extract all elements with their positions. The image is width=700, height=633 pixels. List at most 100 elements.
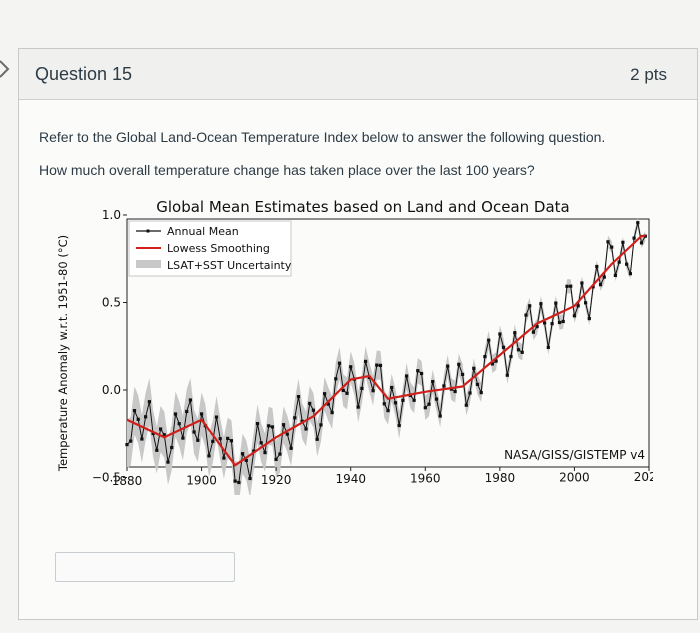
annual-mean-point [454, 390, 457, 393]
annual-mean-point [144, 415, 147, 418]
annual-mean-point [386, 409, 389, 412]
legend-label-lowess: Lowess Smoothing [167, 242, 270, 255]
annual-mean-point [524, 314, 527, 317]
x-tick-label: 1920 [261, 473, 292, 487]
annual-mean-point [323, 392, 326, 395]
legend-label-annual: Annual Mean [167, 225, 239, 238]
annual-mean-point [606, 240, 609, 243]
annual-mean-point [513, 331, 516, 334]
x-tick-label: 2020 [634, 470, 653, 484]
annual-mean-point [532, 331, 535, 334]
annual-mean-point [636, 221, 639, 224]
annual-mean-point [372, 389, 375, 392]
annual-mean-point [263, 451, 266, 454]
annual-mean-point [554, 302, 557, 305]
y-axis-label: Temperature Anomaly w.r.t. 1951-80 (°C) [56, 235, 70, 472]
annual-mean-point [357, 406, 360, 409]
annual-mean-point [603, 276, 606, 279]
annual-mean-point [640, 241, 643, 244]
annual-mean-point [181, 437, 184, 440]
annual-mean-point [439, 414, 442, 417]
x-tick-label: 1980 [485, 471, 516, 485]
annual-mean-point [633, 237, 636, 240]
annual-mean-point [230, 439, 233, 442]
annual-mean-point [595, 265, 598, 268]
y-tick-label: 1.0 [102, 208, 121, 222]
question-points: 2 pts [630, 65, 667, 85]
annual-mean-point [398, 424, 401, 427]
annual-mean-point [304, 427, 307, 430]
annual-mean-point [569, 285, 572, 288]
annual-mean-point [267, 424, 270, 427]
annual-mean-point [498, 332, 501, 335]
legend: Annual Mean Lowess Smoothing LSAT+SST Unce… [129, 221, 292, 276]
annual-mean-point [573, 314, 576, 317]
annual-mean-point [137, 418, 140, 421]
annual-mean-point [551, 322, 554, 325]
annual-mean-point [241, 452, 244, 455]
annual-mean-point [319, 423, 322, 426]
annual-mean-point [196, 439, 199, 442]
question-intro: Refer to the Global Land-Ocean Temperatu… [39, 129, 605, 145]
annual-mean-point [618, 261, 621, 264]
annual-mean-point [621, 241, 624, 244]
annual-mean-point [502, 346, 505, 349]
annual-mean-point [547, 346, 550, 349]
x-tick-label: 1940 [335, 472, 366, 486]
annual-mean-point [461, 373, 464, 376]
annual-mean-point [125, 443, 128, 446]
annual-mean-point [565, 285, 568, 288]
annual-mean-point [271, 425, 274, 428]
annual-mean-point [155, 449, 158, 452]
x-tick-label: 2000 [559, 470, 590, 484]
chevron-right-icon[interactable] [0, 58, 16, 80]
annual-mean-point [189, 398, 192, 401]
annual-mean-point [401, 399, 404, 402]
chart-title: Global Mean Estimates based on Land and … [156, 198, 570, 216]
annual-mean-point [476, 383, 479, 386]
annual-mean-point [394, 401, 397, 404]
y-tick-label: 0.5 [102, 296, 121, 310]
annual-mean-point [215, 416, 218, 419]
annual-mean-point [480, 391, 483, 394]
annual-mean-point [293, 416, 296, 419]
annual-mean-point [483, 355, 486, 358]
annual-mean-point [528, 304, 531, 307]
annual-mean-point [543, 321, 546, 324]
annual-mean-point [140, 437, 143, 440]
annual-mean-point [427, 403, 430, 406]
annual-mean-point [193, 430, 196, 433]
annual-mean-point [334, 377, 337, 380]
annual-mean-point [222, 457, 225, 460]
annual-mean-point [360, 387, 363, 390]
annual-mean-point [379, 364, 382, 367]
annual-mean-point [509, 355, 512, 358]
annual-mean-point [248, 477, 251, 480]
annual-mean-point [290, 447, 293, 450]
annual-mean-point [260, 441, 263, 444]
legend-uncertainty-swatch [136, 260, 161, 268]
legend-annual-marker [147, 230, 150, 233]
annual-mean-point [405, 374, 408, 377]
annual-mean-point [308, 402, 311, 405]
annual-mean-point [457, 363, 460, 366]
annual-mean-point [275, 458, 278, 461]
annual-mean-point [539, 302, 542, 305]
annual-mean-point [580, 281, 583, 284]
x-tick-label: 1960 [410, 472, 441, 486]
annual-mean-point [256, 422, 259, 425]
annual-mean-point [211, 440, 214, 443]
annual-mean-point [521, 351, 524, 354]
annual-mean-point [170, 446, 173, 449]
question-title: Question 15 [35, 64, 132, 85]
annual-mean-point [517, 348, 520, 351]
annual-mean-point [420, 372, 423, 375]
annual-mean-point [185, 410, 188, 413]
annual-mean-point [338, 362, 341, 365]
question-header: Question 15 2 pts [19, 49, 697, 100]
annual-mean-point [200, 412, 203, 415]
annual-mean-point [219, 437, 222, 440]
question-text: How much overall temperature change has … [39, 162, 535, 178]
answer-input[interactable] [55, 552, 235, 582]
annual-mean-point [584, 301, 587, 304]
